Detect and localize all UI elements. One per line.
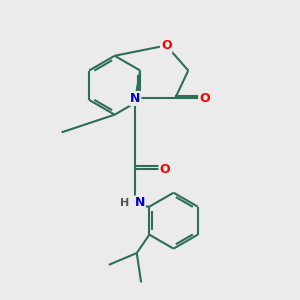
Text: O: O	[159, 163, 170, 176]
Text: O: O	[199, 92, 210, 105]
Text: N: N	[134, 196, 145, 209]
Text: N: N	[130, 92, 140, 105]
Text: H: H	[120, 198, 130, 208]
Text: O: O	[161, 39, 172, 52]
